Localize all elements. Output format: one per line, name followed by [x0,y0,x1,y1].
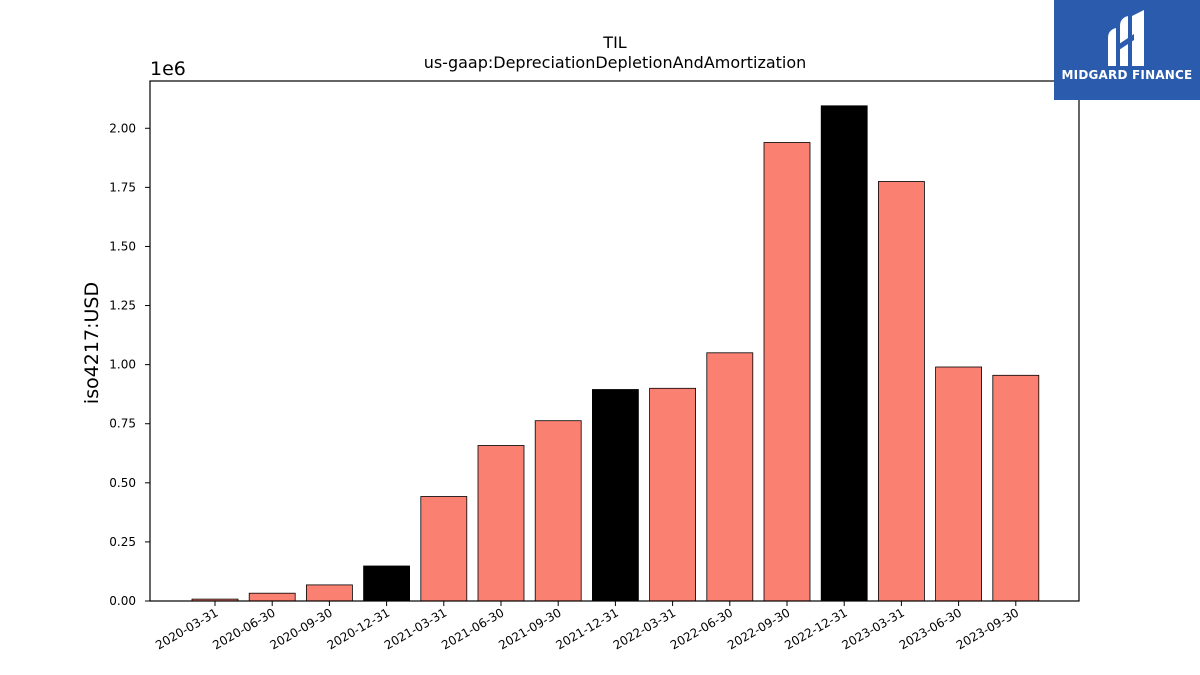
y-tick-label: 2.00 [109,121,136,135]
bar-2021-06-30 [477,445,525,602]
bar-2020-06-30 [248,592,296,602]
bar-2021-09-30 [534,420,582,602]
y-tick-label: 0.75 [109,417,136,431]
x-tick-label: 2022-06-30 [668,605,735,652]
x-tick-label: 2021-06-30 [439,605,506,652]
y-tick-label: 1.25 [109,299,136,313]
x-tick-label: 2023-03-31 [839,605,906,652]
bar-2022-03-31 [649,387,696,602]
y-tick-label: 0.00 [109,594,136,608]
y-tick-label: 0.50 [109,476,136,490]
x-tick-label: 2020-09-30 [267,605,334,652]
y-multiplier-label: 1e6 [150,58,186,80]
bar-2022-09-30 [763,142,811,602]
x-tick-label: 2020-12-31 [325,605,392,652]
bar-2023-03-31 [878,181,925,602]
bar-2021-12-31 [592,389,639,602]
x-tick-label: 2023-09-30 [954,605,1021,652]
x-tick-label: 2021-09-30 [496,605,563,652]
bar-2020-09-30 [305,584,353,602]
chart-subtitle: us-gaap:DepreciationDepletionAndAmortiza… [424,53,807,72]
plot-frame [149,80,1080,602]
brand-name: MIDGARD FINANCE [1061,68,1193,82]
bar-2021-03-31 [420,496,468,602]
bar-2020-12-31 [363,565,411,602]
brand-logo: MIDGARD FINANCE [1054,0,1200,100]
x-tick-label: 2021-12-31 [553,605,620,652]
x-tick-label: 2022-09-30 [725,605,792,652]
brand-mark-icon [1108,10,1144,66]
x-tick-label: 2021-03-31 [382,605,449,652]
y-tick-label: 1.50 [109,239,136,253]
x-tick-label: 2022-12-31 [782,605,849,652]
bar-2022-12-31 [820,105,868,602]
y-tick-label: 1.00 [109,358,136,372]
x-tick-label: 2022-03-31 [611,605,678,652]
bar-2022-06-30 [706,352,754,602]
x-tick-label: 2020-06-30 [210,605,277,652]
y-tick-label: 1.75 [109,180,136,194]
bar-2023-06-30 [935,366,982,602]
y-axis-label: iso4217:USD [81,282,103,404]
bar-2023-09-30 [992,374,1040,602]
x-tick-label: 2020-03-31 [153,605,220,652]
chart-title: TIL [602,33,626,52]
x-tick-label: 2023-06-30 [897,605,964,652]
y-tick-label: 0.25 [109,535,136,549]
